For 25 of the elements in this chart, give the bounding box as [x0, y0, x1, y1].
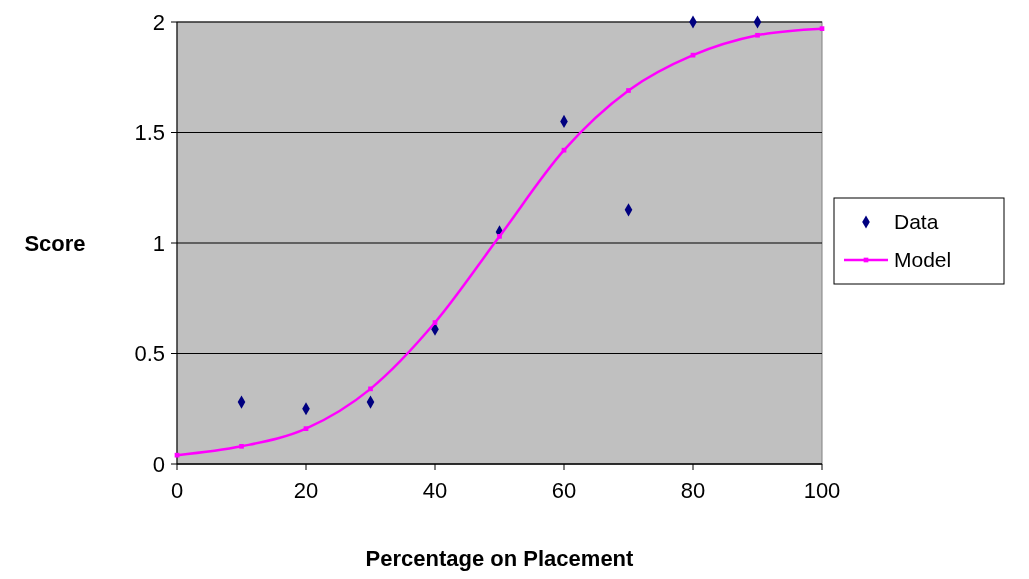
legend-label: Model: [894, 248, 952, 272]
x-tick-label: 80: [680, 478, 706, 503]
y-tick-label: 0: [152, 451, 165, 477]
point: [368, 386, 373, 392]
x-tick-label: 100: [803, 478, 841, 503]
y-tick-label: 1.5: [134, 120, 165, 146]
y-tick-label: 1: [152, 230, 165, 256]
x-tick-label: 40: [422, 478, 448, 503]
point: [755, 32, 760, 38]
y-tick-label: 0.5: [134, 341, 165, 367]
point: [303, 426, 309, 431]
y-tick-label: 2: [152, 9, 165, 35]
x-tick-label: 0: [170, 478, 184, 503]
x-tick-label: 20: [293, 478, 319, 503]
point: [432, 320, 438, 325]
x-tick-label: 60: [551, 478, 577, 503]
legend-label: Data: [894, 210, 939, 234]
x-axis-title: Percentage on Placement: [365, 546, 635, 571]
point: [626, 88, 631, 93]
point: [497, 234, 502, 239]
point: [561, 147, 567, 153]
point: [819, 26, 825, 31]
point: [174, 452, 180, 458]
point: [239, 443, 244, 449]
y-axis-title: Score: [24, 231, 86, 256]
